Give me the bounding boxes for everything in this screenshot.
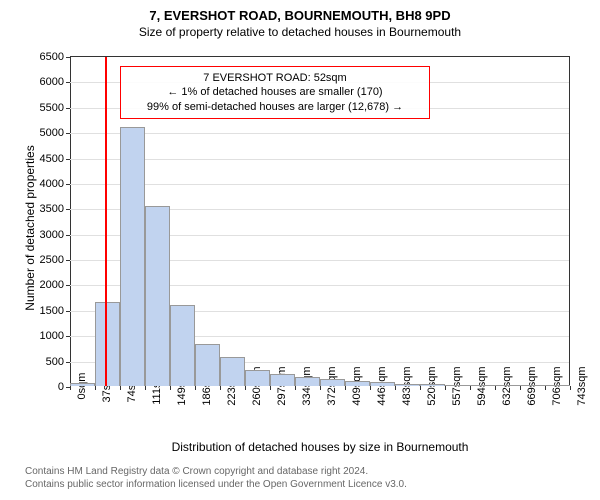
- x-tick-mark: [445, 386, 446, 390]
- footer-line2: Contains public sector information licen…: [25, 478, 407, 491]
- x-tick-label: 743sqm: [570, 366, 588, 405]
- x-tick-label: 706sqm: [545, 366, 563, 405]
- x-tick-mark: [95, 386, 96, 390]
- histogram-bar: [170, 305, 195, 386]
- y-tick-mark: [66, 260, 70, 261]
- x-tick-mark: [570, 386, 571, 390]
- x-tick-mark: [470, 386, 471, 390]
- histogram-bar: [70, 383, 95, 386]
- x-tick-mark: [245, 386, 246, 390]
- y-tick-mark: [66, 159, 70, 160]
- histogram-bar: [220, 357, 245, 386]
- histogram-bar: [395, 384, 420, 386]
- x-tick-mark: [495, 386, 496, 390]
- x-tick-mark: [520, 386, 521, 390]
- y-tick-mark: [66, 209, 70, 210]
- x-tick-label: 557sqm: [445, 366, 463, 405]
- x-tick-label: 669sqm: [520, 366, 538, 405]
- x-tick-label: 594sqm: [470, 366, 488, 405]
- footer-line1: Contains HM Land Registry data © Crown c…: [25, 465, 407, 478]
- x-tick-label: 632sqm: [495, 366, 513, 405]
- x-tick-mark: [120, 386, 121, 390]
- x-tick-label: 372sqm: [320, 366, 338, 405]
- histogram-bar: [470, 385, 495, 386]
- histogram-bar: [495, 385, 520, 386]
- histogram-bar: [445, 385, 470, 386]
- histogram-bar: [370, 382, 395, 386]
- x-tick-mark: [345, 386, 346, 390]
- y-tick-mark: [66, 133, 70, 134]
- histogram-bar: [545, 385, 570, 386]
- y-axis-label: Number of detached properties: [23, 128, 37, 328]
- x-axis-label: Distribution of detached houses by size …: [70, 440, 570, 454]
- x-tick-label: 409sqm: [345, 366, 363, 405]
- histogram-bar: [345, 381, 370, 386]
- histogram-bar: [120, 127, 145, 386]
- x-tick-mark: [270, 386, 271, 390]
- annotation-line3: 99% of semi-detached houses are larger (…: [129, 100, 421, 114]
- chart-subtitle: Size of property relative to detached ho…: [0, 23, 600, 39]
- property-marker-line: [105, 57, 107, 386]
- x-tick-mark: [370, 386, 371, 390]
- x-tick-label: 520sqm: [420, 366, 438, 405]
- x-tick-label: 297sqm: [270, 366, 288, 405]
- chart-title: 7, EVERSHOT ROAD, BOURNEMOUTH, BH8 9PD: [0, 0, 600, 23]
- histogram-bar: [270, 374, 295, 386]
- x-tick-mark: [545, 386, 546, 390]
- histogram-bar: [520, 385, 545, 386]
- y-tick-mark: [66, 336, 70, 337]
- y-tick-mark: [66, 235, 70, 236]
- x-tick-label: 0sqm: [70, 373, 88, 400]
- x-tick-label: 334sqm: [295, 366, 313, 405]
- x-tick-label: 483sqm: [395, 366, 413, 405]
- y-tick-mark: [66, 311, 70, 312]
- annotation-line2: ← 1% of detached houses are smaller (170…: [129, 85, 421, 99]
- x-tick-mark: [220, 386, 221, 390]
- y-tick-mark: [66, 108, 70, 109]
- x-tick-mark: [70, 386, 71, 390]
- histogram-bar: [145, 206, 170, 386]
- y-tick-mark: [66, 57, 70, 58]
- y-tick-mark: [66, 184, 70, 185]
- histogram-bar: [420, 384, 445, 386]
- histogram-bar: [95, 302, 120, 386]
- x-tick-mark: [145, 386, 146, 390]
- y-tick-mark: [66, 362, 70, 363]
- histogram-bar: [245, 370, 270, 386]
- histogram-bar: [320, 379, 345, 386]
- x-tick-mark: [420, 386, 421, 390]
- x-tick-label: 446sqm: [370, 366, 388, 405]
- x-tick-mark: [170, 386, 171, 390]
- y-tick-mark: [66, 285, 70, 286]
- x-tick-mark: [320, 386, 321, 390]
- annotation-box: 7 EVERSHOT ROAD: 52sqm ← 1% of detached …: [120, 66, 430, 119]
- x-tick-mark: [395, 386, 396, 390]
- footer-attribution: Contains HM Land Registry data © Crown c…: [25, 465, 407, 491]
- y-tick-mark: [66, 82, 70, 83]
- x-tick-mark: [195, 386, 196, 390]
- x-tick-mark: [295, 386, 296, 390]
- histogram-bar: [195, 344, 220, 386]
- histogram-bar: [295, 377, 320, 386]
- annotation-line1: 7 EVERSHOT ROAD: 52sqm: [129, 71, 421, 85]
